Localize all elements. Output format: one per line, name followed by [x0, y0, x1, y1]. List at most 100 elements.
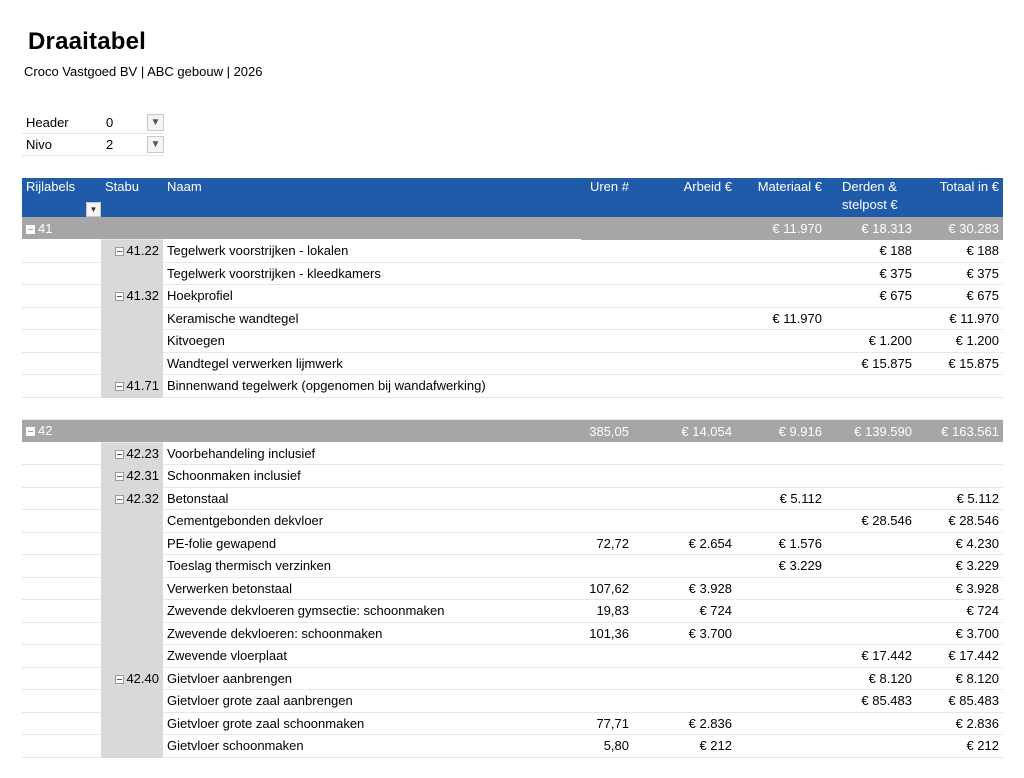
table-row: Zwevende vloerplaat € 17.442 € 17.442 [22, 644, 1003, 668]
stabu-cell [101, 689, 163, 713]
rijlabel-cell [22, 644, 101, 668]
materiaal-cell [736, 644, 826, 668]
arbeid-cell [633, 667, 736, 690]
arbeid-cell [633, 284, 736, 308]
collapse-icon[interactable] [115, 247, 125, 257]
collapse-icon[interactable] [115, 292, 125, 302]
rijlabel-cell [22, 329, 101, 353]
totaal-cell: € 724 [916, 599, 1003, 623]
stabu-cell[interactable]: 41.71 [101, 374, 163, 398]
arbeid-cell [633, 262, 736, 285]
rijlabel-cell [22, 352, 101, 375]
filter-icon[interactable]: ▼ [147, 114, 164, 131]
table-row: 42.23 Voorbehandeling inclusief [22, 441, 1003, 465]
materiaal-cell: € 11.970 [736, 307, 826, 330]
naam-cell: Zwevende dekvloeren: schoonmaken [163, 622, 581, 645]
collapse-icon[interactable] [115, 449, 125, 459]
rijlabel-cell [22, 554, 101, 578]
derden-cell: € 17.442 [826, 644, 916, 668]
collapse-icon[interactable] [26, 224, 35, 234]
uren-cell [581, 509, 633, 533]
stabu-cell[interactable]: 42.32 [101, 486, 163, 510]
uren-cell: 77,71 [581, 712, 633, 735]
materiaal-cell [736, 622, 826, 645]
totaal-cell: € 17.442 [916, 644, 1003, 668]
uren-cell: 107,62 [581, 577, 633, 600]
naam-cell: Wandtegel verwerken lijmwerk [163, 352, 581, 375]
rijlabel-cell [22, 509, 101, 533]
table-row: 42.40 Gietvloer aanbrengen € 8.120 € 8.120 [22, 666, 1003, 690]
derden-cell [826, 487, 916, 510]
stabu-cell [101, 599, 163, 623]
arbeid-cell: € 3.700 [633, 622, 736, 645]
totaal-cell: € 28.546 [916, 509, 1003, 533]
table-header: Rijlabels ▼ Stabu Naam Uren # Arbeid € M… [22, 178, 1003, 217]
group-spacer [22, 397, 1003, 420]
stabu-cell[interactable]: 42.31 [101, 464, 163, 488]
table-row: Gietvloer grote zaal aanbrengen € 85.483 €… [22, 689, 1003, 713]
materiaal-cell [736, 329, 826, 353]
stabu-cell [101, 262, 163, 285]
filter-value: 2 [106, 137, 114, 152]
table-row: Kitvoegen € 1.200 € 1.200 [22, 329, 1003, 353]
col-uren: Uren # [581, 178, 633, 217]
stabu-cell [101, 577, 163, 600]
derden-cell [826, 734, 916, 758]
materiaal-cell [736, 239, 826, 263]
stabu-cell[interactable]: 42.23 [101, 441, 163, 465]
stabu-cell [101, 712, 163, 735]
stabu-cell [101, 622, 163, 645]
stabu-code: 42.40 [126, 670, 159, 686]
stabu-cell[interactable]: 41.32 [101, 284, 163, 308]
group-label: 41 [38, 220, 53, 236]
materiaal-cell [736, 374, 826, 398]
materiaal-cell [736, 577, 826, 600]
stabu-cell[interactable]: 41.22 [101, 239, 163, 263]
naam-cell: Zwevende vloerplaat [163, 644, 581, 668]
collapse-icon[interactable] [115, 382, 125, 392]
arbeid-cell [633, 239, 736, 263]
arbeid-cell [633, 352, 736, 375]
col-naam: Naam [163, 178, 581, 217]
naam-cell: Voorbehandeling inclusief [163, 442, 581, 465]
stabu-cell[interactable]: 42.40 [101, 666, 163, 690]
derden-cell [826, 442, 916, 465]
materiaal-cell [736, 442, 826, 465]
arbeid-cell: € 3.928 [633, 577, 736, 600]
arbeid-cell [633, 509, 736, 533]
group-row[interactable]: 41 € 11.970 € 18.313 € 30.283 [22, 217, 1003, 240]
table-row: Keramische wandtegel € 11.970 € 11.970 [22, 307, 1003, 330]
uren-cell [581, 464, 633, 488]
stabu-code: 41.22 [126, 243, 159, 259]
collapse-icon[interactable] [115, 674, 125, 684]
col-derden-line2: stelpost € [842, 197, 898, 212]
totaal-cell: € 1.200 [916, 329, 1003, 353]
arbeid-cell [633, 689, 736, 713]
derden-cell [826, 712, 916, 735]
totaal-cell: € 675 [916, 284, 1003, 308]
collapse-icon[interactable] [115, 472, 125, 482]
group-label-cell[interactable]: 41 [22, 217, 581, 240]
rijlabel-cell [22, 532, 101, 555]
group-uren: 385,05 [581, 419, 633, 442]
rijlabel-cell [22, 464, 101, 488]
uren-cell [581, 374, 633, 398]
filter-dropdown-icon[interactable]: ▼ [86, 202, 101, 217]
stabu-cell [101, 734, 163, 758]
uren-cell [581, 442, 633, 465]
collapse-icon[interactable] [115, 494, 125, 504]
table-row: Cementgebonden dekvloer € 28.546 € 28.546 [22, 509, 1003, 533]
naam-cell: PE-folie gewapend [163, 532, 581, 555]
group-label-cell[interactable]: 42 [22, 419, 581, 442]
col-stabu: Stabu [101, 178, 163, 217]
group-row[interactable]: 42 385,05 € 14.054 € 9.916 € 139.590 € 163.56… [22, 419, 1003, 442]
rijlabel-cell [22, 442, 101, 465]
arbeid-cell [633, 554, 736, 578]
stabu-code: 42.31 [126, 468, 159, 484]
filter-header: Header 0 ▼ [22, 112, 164, 134]
arbeid-cell [633, 644, 736, 668]
filter-icon[interactable]: ▼ [147, 136, 164, 153]
table-row: 42.32 Betonstaal € 5.112 € 5.112 [22, 486, 1003, 510]
totaal-cell: € 11.970 [916, 307, 1003, 330]
collapse-icon[interactable] [26, 427, 35, 437]
